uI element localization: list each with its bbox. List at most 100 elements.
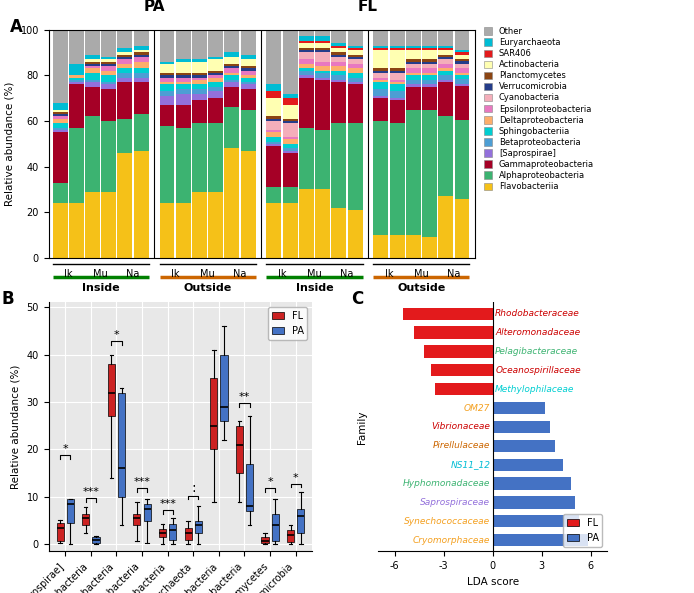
Bar	[224, 148, 239, 258]
Bar	[406, 59, 421, 62]
Bar	[389, 68, 405, 71]
Bar	[101, 89, 116, 121]
Bar	[176, 59, 191, 62]
Bar	[455, 59, 469, 61]
Bar	[282, 123, 298, 137]
Bar	[373, 89, 389, 96]
Bar	[299, 71, 314, 75]
Bar	[406, 84, 421, 87]
Bar	[331, 208, 346, 258]
Bar	[389, 71, 405, 73]
Bar	[134, 82, 149, 114]
Bar	[192, 62, 207, 73]
Bar	[160, 126, 174, 203]
Bar	[160, 203, 174, 258]
Bar	[53, 203, 67, 258]
Bar	[192, 30, 207, 59]
Bar	[117, 59, 133, 64]
Bar	[241, 84, 255, 89]
Bar	[389, 82, 405, 84]
Bar	[406, 64, 421, 68]
Bar	[315, 130, 330, 190]
Bar	[299, 64, 314, 68]
Bar	[101, 84, 116, 89]
Bar	[241, 151, 255, 258]
Bar	[455, 50, 469, 52]
Bar	[299, 75, 314, 78]
Bar	[176, 94, 191, 105]
Bar	[85, 66, 100, 68]
PathPatch shape	[246, 464, 253, 511]
PathPatch shape	[271, 514, 279, 541]
Bar	[176, 105, 191, 128]
Bar	[117, 78, 133, 82]
Bar	[192, 80, 207, 84]
Bar	[101, 64, 116, 66]
Bar	[101, 192, 116, 258]
Text: Outside: Outside	[183, 283, 232, 293]
Bar	[176, 30, 191, 59]
Bar	[493, 402, 545, 415]
Bar	[299, 53, 314, 59]
Bar	[348, 57, 362, 59]
Text: *: *	[62, 444, 68, 454]
Bar	[422, 75, 437, 80]
Bar	[208, 98, 223, 123]
Bar	[117, 30, 133, 48]
Bar	[348, 84, 362, 123]
Text: Rhodobacteraceae: Rhodobacteraceae	[496, 310, 580, 318]
Bar	[117, 68, 133, 73]
Bar	[53, 30, 67, 103]
Bar	[455, 79, 469, 84]
Text: Mu: Mu	[200, 269, 215, 279]
Bar	[315, 73, 330, 78]
Bar	[85, 80, 100, 82]
Bar	[299, 128, 314, 190]
Bar	[160, 96, 174, 105]
Bar	[224, 75, 239, 80]
Bar	[134, 55, 149, 57]
Y-axis label: Relative abundance (%): Relative abundance (%)	[5, 82, 15, 206]
Text: Inside: Inside	[82, 283, 119, 293]
Bar	[69, 75, 84, 78]
Bar	[373, 235, 389, 258]
Bar	[53, 130, 67, 132]
Bar	[439, 50, 453, 55]
Text: Na: Na	[447, 269, 461, 279]
Bar	[266, 121, 281, 130]
Bar	[160, 73, 174, 75]
Bar	[439, 75, 453, 80]
Bar	[422, 110, 437, 237]
Bar	[331, 62, 346, 66]
Bar	[389, 235, 405, 258]
Bar	[53, 128, 67, 130]
Bar	[455, 199, 469, 258]
Text: Hyphomonadaceae: Hyphomonadaceae	[403, 479, 490, 488]
Bar	[424, 345, 493, 358]
Bar	[69, 128, 84, 203]
Text: A: A	[10, 18, 23, 36]
Bar	[208, 75, 223, 78]
Bar	[241, 75, 255, 78]
PathPatch shape	[236, 426, 243, 473]
Bar	[282, 153, 298, 187]
Bar	[348, 48, 362, 50]
Bar	[315, 37, 330, 41]
Bar	[241, 68, 255, 71]
PathPatch shape	[108, 364, 115, 416]
Bar	[117, 48, 133, 53]
Text: Na: Na	[233, 269, 246, 279]
Bar	[134, 53, 149, 55]
Text: *: *	[293, 473, 298, 483]
Bar	[373, 80, 389, 82]
Bar	[241, 71, 255, 75]
Bar	[315, 78, 330, 80]
Text: Cryomorphaceae: Cryomorphaceae	[413, 535, 490, 544]
Bar	[406, 30, 421, 46]
PathPatch shape	[92, 537, 99, 543]
Bar	[348, 46, 362, 48]
Bar	[331, 66, 346, 71]
Bar	[241, 59, 255, 66]
Bar	[224, 30, 239, 53]
Bar	[439, 116, 453, 196]
